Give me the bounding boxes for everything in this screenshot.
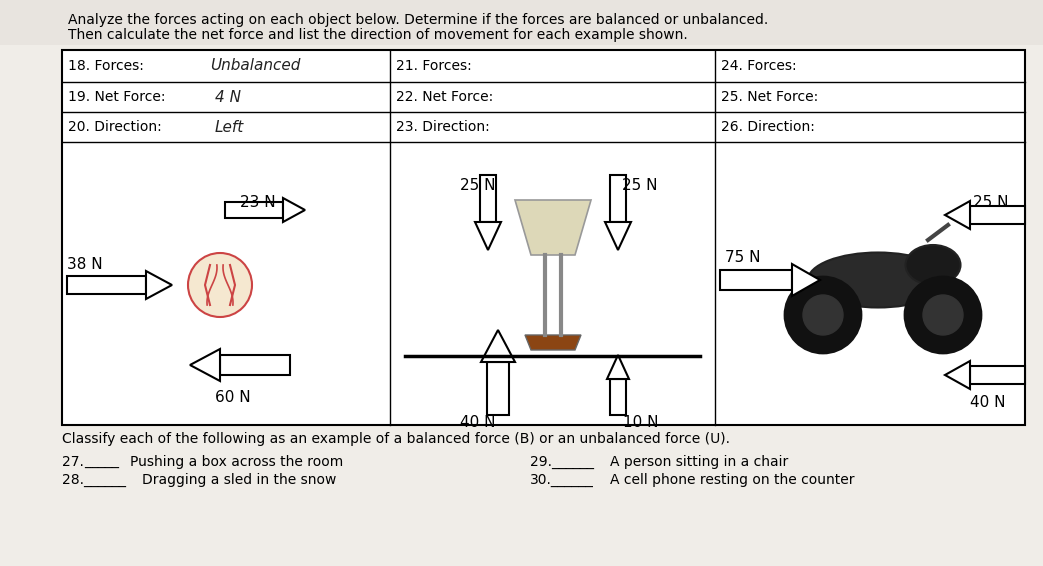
Text: 25 N: 25 N	[973, 195, 1009, 210]
Circle shape	[188, 253, 252, 317]
Text: Dragging a sled in the snow: Dragging a sled in the snow	[142, 473, 337, 487]
Text: 28.______: 28.______	[62, 473, 126, 487]
Text: 19. Net Force:: 19. Net Force:	[68, 90, 166, 104]
Bar	[480, 175, 496, 222]
Ellipse shape	[808, 252, 948, 307]
Text: 60 N: 60 N	[215, 390, 250, 405]
Polygon shape	[515, 200, 591, 255]
Polygon shape	[945, 201, 970, 229]
Polygon shape	[605, 222, 631, 250]
Text: 23 N: 23 N	[240, 195, 275, 210]
Bar	[720, 270, 792, 290]
Circle shape	[923, 295, 963, 335]
Bar	[970, 206, 1025, 224]
Circle shape	[803, 295, 843, 335]
Text: 20. Direction:: 20. Direction:	[68, 120, 162, 134]
Text: 22. Net Force:: 22. Net Force:	[396, 90, 493, 104]
Text: 40 N: 40 N	[970, 395, 1005, 410]
Text: 40 N: 40 N	[460, 415, 495, 430]
Text: Unbalanced: Unbalanced	[210, 58, 300, 74]
Bar	[62, 50, 1025, 425]
Bar	[220, 355, 290, 375]
Polygon shape	[607, 355, 629, 379]
Bar	[225, 202, 283, 218]
Ellipse shape	[905, 245, 961, 285]
Text: 21. Forces:: 21. Forces:	[396, 59, 471, 73]
Text: 10 N: 10 N	[623, 415, 658, 430]
Text: 4 N: 4 N	[215, 89, 241, 105]
Text: 25 N: 25 N	[460, 178, 495, 193]
Bar	[610, 379, 626, 415]
Text: 25 N: 25 N	[622, 178, 657, 193]
Polygon shape	[525, 335, 581, 350]
Text: 18. Forces:: 18. Forces:	[68, 59, 144, 73]
Bar	[487, 362, 509, 415]
Text: 29.______: 29.______	[530, 455, 595, 469]
Text: Analyze the forces acting on each object below. Determine if the forces are bala: Analyze the forces acting on each object…	[68, 13, 769, 27]
Bar	[0, 0, 1043, 45]
Circle shape	[785, 277, 862, 353]
Bar	[970, 366, 1025, 384]
Text: Then calculate the net force and list the direction of movement for each example: Then calculate the net force and list th…	[68, 28, 687, 42]
Polygon shape	[283, 198, 305, 222]
Text: _____: _____	[84, 455, 119, 469]
Polygon shape	[146, 271, 172, 299]
Text: 23. Direction:: 23. Direction:	[396, 120, 490, 134]
Polygon shape	[475, 222, 501, 250]
Text: A cell phone resting on the counter: A cell phone resting on the counter	[610, 473, 854, 487]
Text: 38 N: 38 N	[67, 257, 102, 272]
Text: 30.______: 30.______	[530, 473, 593, 487]
Circle shape	[905, 277, 981, 353]
Bar	[67, 276, 146, 294]
Bar	[610, 175, 626, 222]
Text: 26. Direction:: 26. Direction:	[721, 120, 815, 134]
Text: 24. Forces:: 24. Forces:	[721, 59, 797, 73]
Text: Left: Left	[215, 119, 244, 135]
Text: Classify each of the following as an example of a balanced force (B) or an unbal: Classify each of the following as an exa…	[62, 432, 730, 446]
Polygon shape	[945, 361, 970, 389]
Text: 75 N: 75 N	[725, 250, 760, 265]
Polygon shape	[481, 330, 515, 362]
Polygon shape	[190, 349, 220, 381]
Text: 25. Net Force:: 25. Net Force:	[721, 90, 819, 104]
Text: Pushing a box across the room: Pushing a box across the room	[130, 455, 343, 469]
Text: 27.: 27.	[62, 455, 83, 469]
Polygon shape	[792, 264, 820, 296]
Text: A person sitting in a chair: A person sitting in a chair	[610, 455, 789, 469]
